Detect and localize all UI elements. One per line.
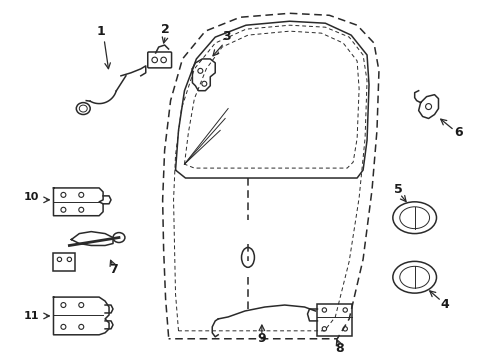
Bar xyxy=(317,304,351,336)
Bar xyxy=(53,253,75,271)
Text: 9: 9 xyxy=(257,332,265,345)
Text: 2: 2 xyxy=(161,23,170,36)
Text: 3: 3 xyxy=(222,30,230,42)
Text: 5: 5 xyxy=(394,184,402,197)
Text: 10: 10 xyxy=(24,192,39,202)
Text: 8: 8 xyxy=(334,342,343,355)
Text: 4: 4 xyxy=(439,297,448,311)
Text: 7: 7 xyxy=(108,263,117,276)
Text: 1: 1 xyxy=(97,24,105,38)
Text: 6: 6 xyxy=(453,126,462,139)
Text: 11: 11 xyxy=(24,311,40,321)
